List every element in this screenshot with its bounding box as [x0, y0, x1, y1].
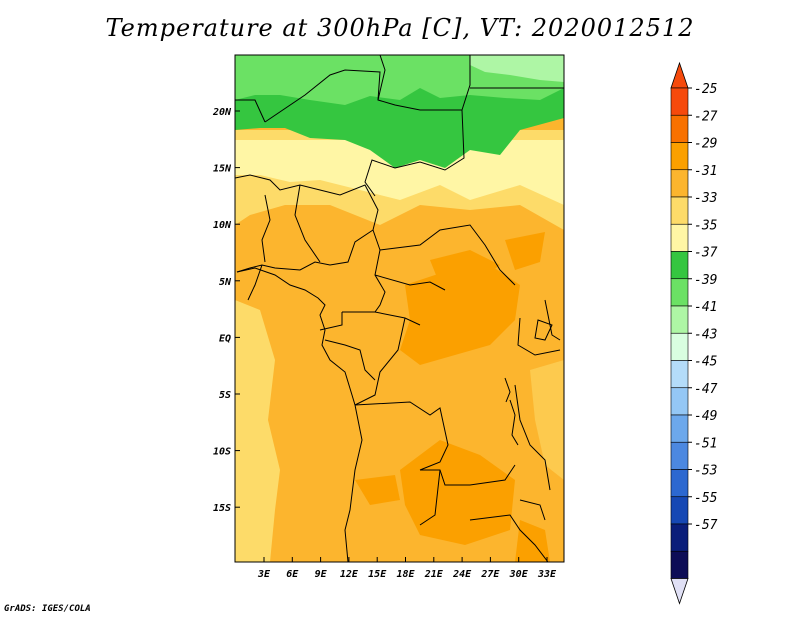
lat-label: 15N — [213, 164, 232, 175]
lon-label: 6E — [286, 569, 299, 580]
colorbar-label: -31 — [694, 164, 717, 179]
lon-label: 3E — [257, 569, 271, 580]
colorbar-label: -39 — [694, 273, 717, 288]
colorbar-swatch — [670, 550, 689, 579]
colorbar-swatch — [670, 523, 689, 552]
map-title: Temperature at 300hPa [C], VT: 202001251… — [105, 14, 695, 42]
colorbar-swatch — [670, 114, 689, 143]
lat-label: 10N — [213, 220, 232, 231]
colorbar-swatch — [670, 278, 689, 307]
lon-label: 12E — [340, 569, 359, 580]
colorbar-swatch — [670, 441, 689, 470]
lon-label: 30E — [509, 569, 529, 580]
lat-label: 15S — [213, 503, 231, 514]
colorbar-swatch — [670, 305, 689, 334]
lat-label: EQ — [219, 333, 231, 344]
lat-label: 5N — [219, 277, 232, 288]
colorbar-label: -51 — [694, 436, 717, 451]
colorbar-label: -37 — [694, 246, 718, 261]
colorbar-label: -49 — [694, 409, 717, 424]
lon-label: 9E — [315, 569, 328, 580]
map-frame — [234, 54, 565, 563]
lon-label: 33E — [537, 569, 557, 580]
lon-label: 15E — [368, 569, 387, 580]
colorbar-swatch — [670, 387, 689, 416]
colorbar-label: -53 — [694, 464, 717, 479]
colorbar-label: -57 — [694, 518, 718, 533]
longitude-axis: 3E 6E 9E 12E 15E 18E 21E 24E 27E 30E 33E — [257, 557, 557, 580]
footer-credit: GrADS: IGES/COLA — [4, 604, 91, 614]
colorbar-swatch — [670, 87, 689, 116]
colorbar-swatch — [670, 142, 689, 171]
lon-label: 24E — [452, 569, 472, 580]
latitude-axis: 20N 15N 10N 5N EQ 5S 10S 15S — [212, 107, 240, 514]
colorbar-label: -25 — [694, 82, 718, 97]
colorbar-swatch — [670, 360, 689, 389]
colorbar-label: -41 — [694, 300, 717, 315]
colorbar-swatch — [670, 496, 689, 525]
colorbar-top-arrow — [670, 61, 689, 89]
colorbar-swatch — [670, 196, 689, 225]
colorbar-label: -45 — [694, 355, 718, 370]
colorbar: -25 -27 -29 -31 -33 -35 -37 -39 -41 -43 -45 -47 -49 -… — [670, 61, 718, 605]
colorbar-label: -33 — [694, 191, 717, 206]
lon-label: 27E — [480, 569, 500, 580]
lat-label: 10S — [213, 447, 231, 458]
lon-label: 18E — [396, 569, 415, 580]
colorbar-label: -43 — [694, 327, 717, 342]
colorbar-bottom-arrow — [670, 578, 689, 605]
colorbar-swatch — [670, 332, 689, 361]
colorbar-label: -27 — [694, 109, 718, 124]
colorbar-label: -29 — [694, 137, 717, 152]
lon-label: 21E — [424, 569, 444, 580]
colorbar-swatch — [670, 169, 689, 198]
colorbar-swatch — [670, 251, 689, 280]
lat-label: 5S — [219, 390, 231, 401]
colorbar-swatch — [670, 469, 689, 498]
colorbar-label: -47 — [694, 382, 718, 397]
temperature-field — [235, 55, 564, 562]
lat-label: 20N — [212, 107, 232, 118]
colorbar-label: -55 — [694, 491, 718, 506]
colorbar-swatch — [670, 414, 689, 443]
country-borders — [235, 55, 564, 562]
colorbar-label: -35 — [694, 218, 718, 233]
colorbar-swatch — [670, 223, 689, 252]
